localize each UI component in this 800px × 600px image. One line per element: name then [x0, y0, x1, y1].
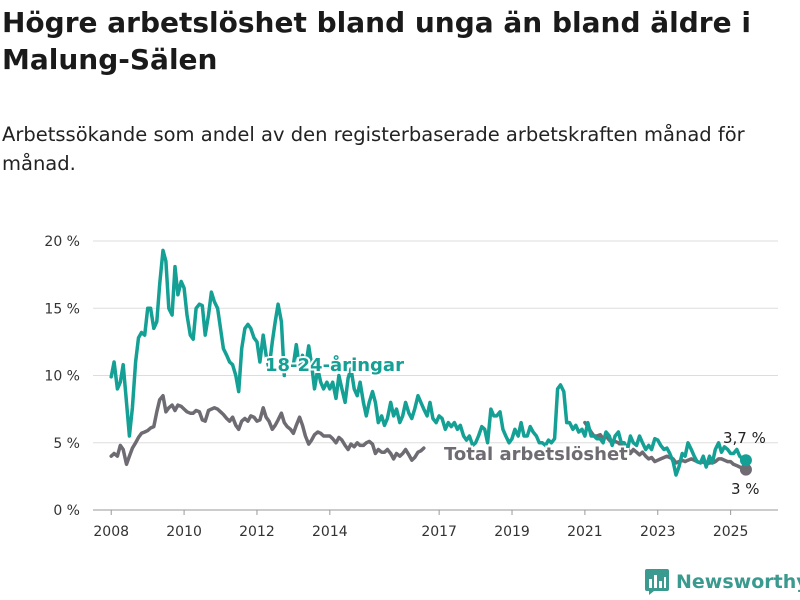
series-line-youth-segment-1 — [109, 248, 287, 438]
y-tick-label: 0 % — [53, 503, 80, 519]
x-tick-label: 2021 — [567, 524, 603, 540]
series-labels: 18-24-åringar Total arbetslöshet 3,7 % 3… — [263, 352, 766, 498]
x-tick-label: 2025 — [713, 524, 749, 540]
brand-logo: Newsworthy — [645, 569, 800, 595]
series-label-total: Total arbetslöshet — [444, 444, 628, 465]
y-axis: 0 % 5 % 10 % 15 % 20 % — [44, 234, 80, 519]
end-value-youth: 3,7 % — [723, 429, 766, 447]
x-tick-label: 2010 — [166, 524, 202, 540]
newsworthy-logo-icon — [645, 569, 669, 595]
chart-subtitle: Arbetssökande som andel av den registerb… — [2, 123, 745, 175]
chart-title: Högre arbetslöshet bland unga än bland ä… — [2, 6, 751, 76]
gridlines — [93, 240, 778, 511]
x-axis: 2008 2010 2012 2014 2017 2019 2021 2023 2025 — [93, 510, 748, 540]
end-point-youth — [739, 454, 752, 467]
x-tick-label: 2008 — [93, 524, 129, 540]
end-point-total — [739, 463, 752, 476]
y-tick-label: 20 % — [44, 234, 80, 250]
series-line-total-segment-1 — [109, 393, 426, 467]
y-tick-label: 10 % — [44, 369, 80, 385]
series-lines — [109, 248, 752, 477]
x-tick-label: 2014 — [312, 524, 348, 540]
x-tick-label: 2012 — [239, 524, 275, 540]
series-line-youth-segment-2 — [291, 342, 748, 477]
series-label-youth: 18-24-åringar — [265, 354, 404, 376]
x-tick-label: 2017 — [421, 524, 457, 540]
x-tick-label: 2019 — [494, 524, 530, 540]
end-value-total: 3 % — [731, 480, 760, 498]
y-tick-label: 15 % — [44, 301, 80, 317]
x-tick-label: 2023 — [640, 524, 676, 540]
brand-name: Newsworthy — [676, 571, 800, 593]
y-tick-label: 5 % — [53, 436, 80, 452]
